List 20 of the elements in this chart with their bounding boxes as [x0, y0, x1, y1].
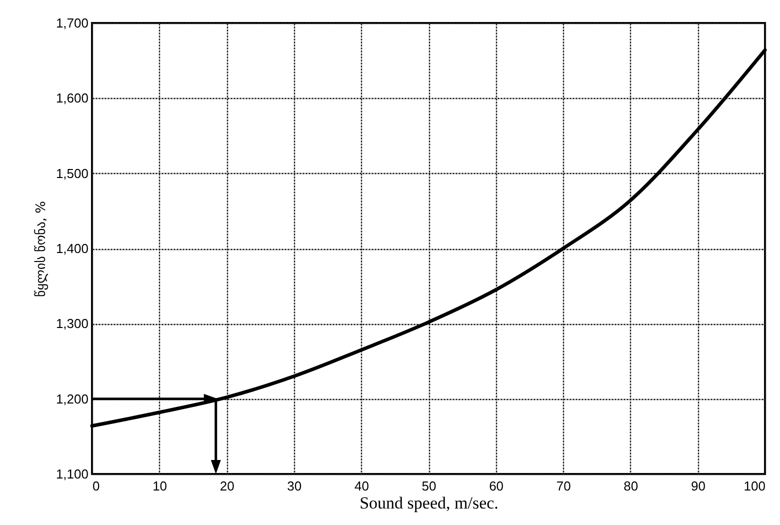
y-tick-label: 1,600 [56, 90, 88, 106]
x-tick-label: 20 [220, 478, 234, 494]
x-tick-label: 10 [152, 478, 168, 494]
x-axis-title: Sound speed, m/sec. [360, 494, 498, 512]
x-tick-label: 80 [624, 478, 638, 494]
y-tick-label: 1,100 [56, 466, 88, 482]
y-tick-label: 1,500 [56, 166, 88, 181]
y-tick-label: 1,700 [56, 16, 88, 30]
y-tick-label: 1,400 [56, 241, 88, 256]
x-tick-label: 60 [489, 478, 504, 494]
x-tick-label: 0 [92, 478, 100, 494]
x-tick-label: 50 [422, 478, 436, 494]
x-tick-label: 90 [690, 478, 706, 494]
y-tick-label: 1,300 [56, 316, 88, 332]
x-tick-label: 30 [287, 478, 302, 494]
x-tick-label: 70 [556, 478, 571, 494]
x-tick-label: 100 [744, 478, 766, 494]
y-axis-title: წყლის წონა, % [34, 201, 49, 297]
y-tick-label: 1,200 [56, 391, 88, 406]
x-tick-label: 40 [354, 478, 369, 494]
